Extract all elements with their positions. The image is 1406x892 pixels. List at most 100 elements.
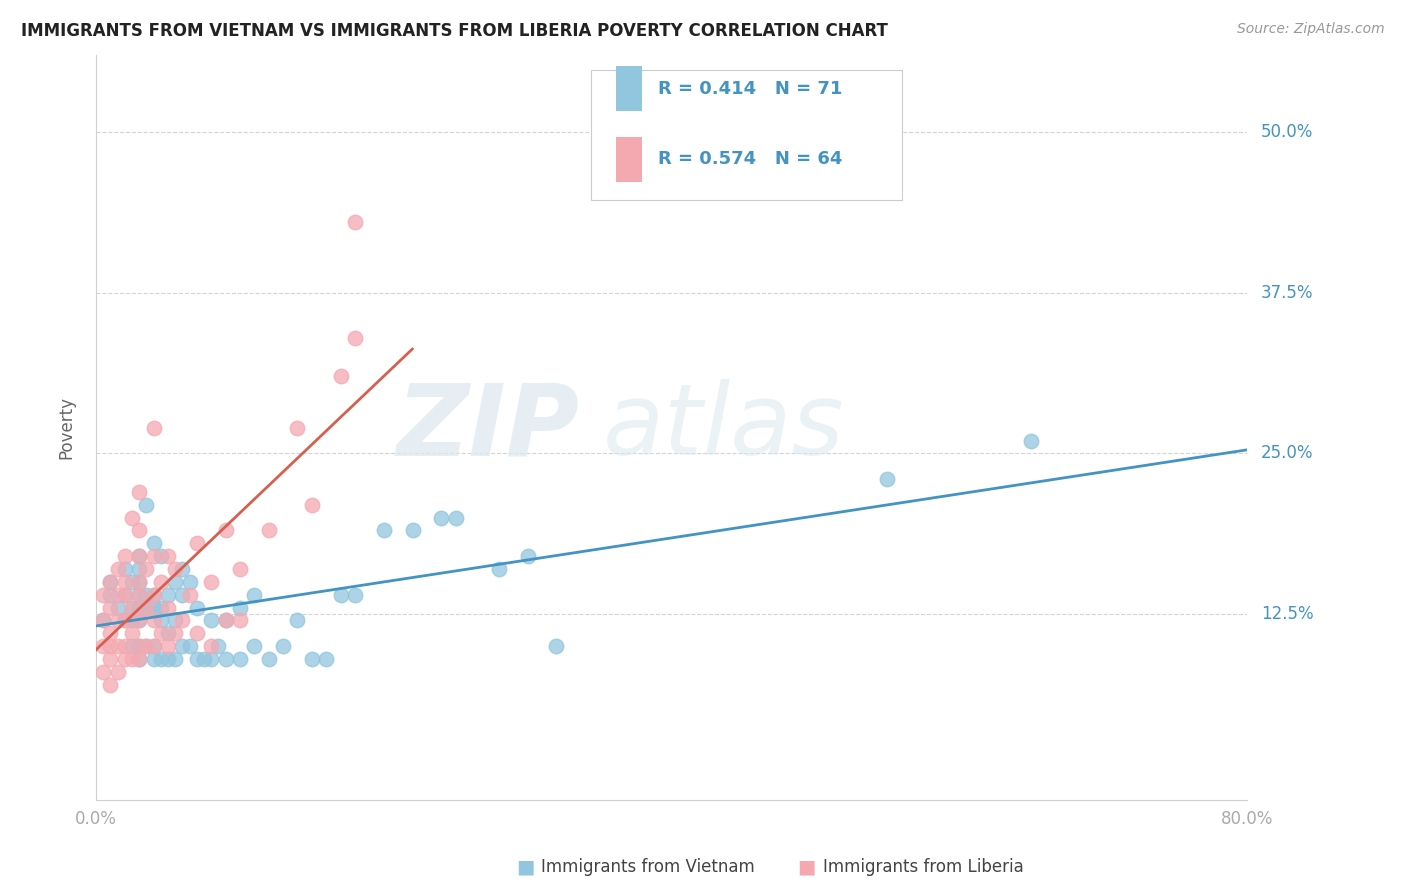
Point <box>121 626 143 640</box>
Point <box>128 524 150 538</box>
Point <box>91 613 114 627</box>
Point <box>121 574 143 589</box>
Point <box>287 420 309 434</box>
Point <box>107 665 129 679</box>
Point <box>121 639 143 653</box>
Point <box>444 510 467 524</box>
Point <box>142 652 165 666</box>
Point <box>156 588 179 602</box>
Point <box>128 613 150 627</box>
Point <box>142 549 165 563</box>
Point <box>149 652 172 666</box>
Point <box>200 574 222 589</box>
Point <box>114 613 136 627</box>
Point <box>91 665 114 679</box>
Point <box>229 613 252 627</box>
Point <box>135 562 157 576</box>
Point <box>156 549 179 563</box>
Point <box>128 574 150 589</box>
Point <box>172 639 194 653</box>
Point <box>179 588 201 602</box>
Point <box>114 562 136 576</box>
Point <box>128 639 150 653</box>
Point <box>229 652 252 666</box>
Point <box>179 574 201 589</box>
Text: 25.0%: 25.0% <box>1261 444 1313 462</box>
Point <box>91 588 114 602</box>
Point <box>121 600 143 615</box>
FancyBboxPatch shape <box>591 70 901 201</box>
Point <box>186 652 208 666</box>
Point <box>128 652 150 666</box>
Point <box>107 600 129 615</box>
Point <box>100 677 122 691</box>
Point <box>142 536 165 550</box>
FancyBboxPatch shape <box>616 66 641 111</box>
Text: R = 0.414   N = 71: R = 0.414 N = 71 <box>658 79 842 97</box>
Point <box>128 549 150 563</box>
Point <box>121 652 143 666</box>
Point <box>100 652 122 666</box>
Point <box>156 626 179 640</box>
Point <box>401 524 423 538</box>
Point <box>186 626 208 640</box>
Point <box>121 510 143 524</box>
Text: ■: ■ <box>797 857 815 877</box>
Point <box>142 613 165 627</box>
Point <box>200 652 222 666</box>
Point <box>165 562 187 576</box>
Point <box>142 639 165 653</box>
Point <box>257 652 280 666</box>
Point <box>243 588 266 602</box>
Point <box>128 588 150 602</box>
Point <box>344 588 367 602</box>
Point <box>91 639 114 653</box>
Text: Immigrants from Vietnam: Immigrants from Vietnam <box>541 858 755 876</box>
Point <box>128 549 150 563</box>
Point <box>128 613 150 627</box>
Point <box>214 613 236 627</box>
Point <box>114 574 136 589</box>
Point <box>135 600 157 615</box>
Point <box>107 639 129 653</box>
Point <box>142 600 165 615</box>
Point <box>114 549 136 563</box>
Point <box>121 600 143 615</box>
Point <box>114 639 136 653</box>
Point <box>876 472 898 486</box>
Point <box>214 524 236 538</box>
Point <box>186 536 208 550</box>
Point <box>329 369 352 384</box>
Point <box>214 613 236 627</box>
Point <box>229 600 252 615</box>
Point <box>107 588 129 602</box>
Point <box>142 639 165 653</box>
Point <box>128 484 150 499</box>
Point <box>229 562 252 576</box>
Point <box>200 613 222 627</box>
Point <box>156 639 179 653</box>
Y-axis label: Poverty: Poverty <box>58 396 75 459</box>
Point <box>271 639 294 653</box>
Point <box>344 215 367 229</box>
Point <box>172 562 194 576</box>
Point <box>301 498 323 512</box>
Text: ZIP: ZIP <box>396 379 579 476</box>
Point <box>142 588 165 602</box>
Point <box>100 626 122 640</box>
Point <box>91 613 114 627</box>
Point <box>179 639 201 653</box>
Text: atlas: atlas <box>603 379 844 476</box>
Text: Source: ZipAtlas.com: Source: ZipAtlas.com <box>1237 22 1385 37</box>
Point <box>135 600 157 615</box>
Point <box>135 639 157 653</box>
Point <box>107 562 129 576</box>
Point <box>107 613 129 627</box>
Point <box>315 652 337 666</box>
Point <box>1021 434 1043 448</box>
Point <box>149 600 172 615</box>
Point <box>165 652 187 666</box>
Point <box>546 639 568 653</box>
Point <box>301 652 323 666</box>
Point <box>135 498 157 512</box>
